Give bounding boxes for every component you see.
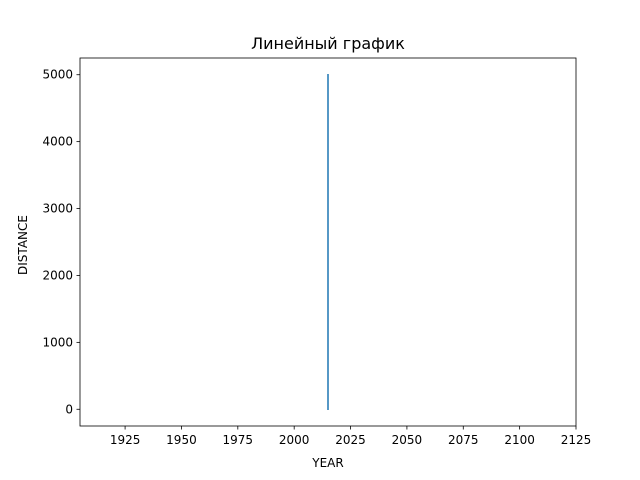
x-tick-label-1950: 1950 [166, 433, 197, 447]
x-tick-label-2025: 2025 [335, 433, 366, 447]
y-tick-label-4000: 4000 [42, 135, 73, 149]
y-tick-label-0: 0 [65, 402, 73, 416]
plot-area: 1925 1950 1975 2000 2025 2050 2075 2100 2125 0 100… [42, 57, 592, 447]
x-tick-label-2050: 2050 [392, 433, 423, 447]
x-axis-label: YEAR [311, 456, 343, 470]
y-axis-label: DISTANCE [16, 215, 30, 275]
chart-title: Линейный график [251, 34, 405, 53]
y-tick-label-5000: 5000 [42, 68, 73, 82]
x-tick-label-2125: 2125 [561, 433, 592, 447]
x-tick-label-2100: 2100 [504, 433, 535, 447]
x-tick-label-2075: 2075 [448, 433, 479, 447]
x-tick-label-2000: 2000 [279, 433, 310, 447]
x-tick-label-1975: 1975 [223, 433, 254, 447]
y-tick-label-3000: 3000 [42, 202, 73, 216]
y-tick-label-1000: 1000 [42, 335, 73, 349]
y-tick-label-2000: 2000 [42, 268, 73, 282]
x-tick-label-1925: 1925 [110, 433, 141, 447]
plot-frame [79, 57, 577, 427]
